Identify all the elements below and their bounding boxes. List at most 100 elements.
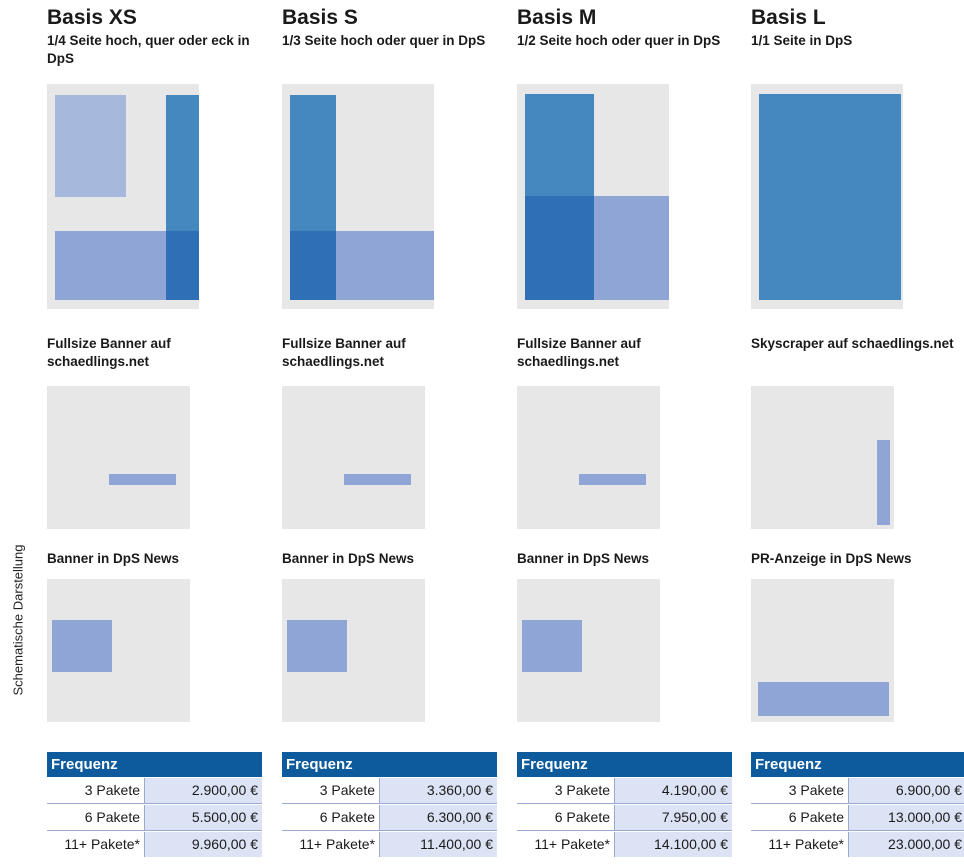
row-divider <box>517 803 732 804</box>
package-description: 1/4 Seite hoch, quer oder eck in DpS <box>47 33 250 66</box>
price-table-header: Frequenz <box>47 752 262 777</box>
news-banner-area <box>52 620 112 672</box>
price-amount: 3.360,00 € <box>380 778 497 803</box>
news-ad-label: Banner in DpS News <box>517 551 650 566</box>
price-table-header: Frequenz <box>282 752 497 777</box>
price-amount: 13.000,00 € <box>849 805 964 830</box>
price-amount: 14.100,00 € <box>615 832 732 857</box>
package-title: Basis XS <box>47 6 137 29</box>
price-amount: 2.900,00 € <box>145 778 262 803</box>
newsletter-diagram <box>282 579 425 722</box>
web-ad-label: Fullsize Banner auf schaedlings.net <box>47 336 171 369</box>
price-table-header: Frequenz <box>517 752 732 777</box>
print-layout-diagram <box>751 84 903 309</box>
fullsize-banner-area <box>579 474 646 485</box>
website-diagram <box>282 386 425 529</box>
price-row: 6 Pakete 6.300,00 € <box>282 805 497 830</box>
price-row: 6 Pakete 13.000,00 € <box>751 805 964 830</box>
price-qty: 11+ Pakete* <box>282 832 380 857</box>
row-divider <box>47 803 262 804</box>
package-title: Basis M <box>517 6 597 29</box>
package-description: 1/2 Seite hoch oder quer in DpS <box>517 33 721 48</box>
row-divider <box>751 803 964 804</box>
website-diagram <box>47 386 190 529</box>
price-amount: 11.400,00 € <box>380 832 497 857</box>
half-page-vertical-area <box>525 94 594 196</box>
price-qty: 6 Pakete <box>282 805 380 830</box>
newsletter-diagram <box>517 579 660 722</box>
news-ad-label: Banner in DpS News <box>47 551 180 566</box>
price-qty: 11+ Pakete* <box>751 832 849 857</box>
row-divider <box>282 830 497 831</box>
third-page-vertical-area <box>290 95 336 231</box>
price-row: 3 Pakete 3.360,00 € <box>282 778 497 803</box>
print-layout-diagram <box>282 84 434 309</box>
row-divider <box>47 830 262 831</box>
price-qty: 6 Pakete <box>517 805 615 830</box>
package-description: 1/1 Seite in DpS <box>751 33 853 48</box>
price-qty: 11+ Pakete* <box>47 832 145 857</box>
price-table-header: Frequenz <box>751 752 964 777</box>
price-row: 3 Pakete 6.900,00 € <box>751 778 964 803</box>
price-amount: 6.300,00 € <box>380 805 497 830</box>
website-diagram <box>517 386 660 529</box>
price-qty: 3 Pakete <box>282 778 380 803</box>
website-diagram <box>751 386 894 529</box>
row-divider <box>517 830 732 831</box>
price-row: 11+ Pakete* 23.000,00 € <box>751 832 964 857</box>
price-row: 3 Pakete 4.190,00 € <box>517 778 732 803</box>
price-table: Frequenz 3 Pakete 2.900,00 € 6 Pakete 5.… <box>47 752 262 857</box>
price-qty: 11+ Pakete* <box>517 832 615 857</box>
web-ad-label: Skyscraper auf schaedlings.net <box>751 336 954 351</box>
fullsize-banner-area <box>344 474 411 485</box>
price-row: 11+ Pakete* 14.100,00 € <box>517 832 732 857</box>
web-ad-label: Fullsize Banner auf schaedlings.net <box>282 336 406 369</box>
price-qty: 3 Pakete <box>47 778 145 803</box>
price-row: 3 Pakete 2.900,00 € <box>47 778 262 803</box>
price-amount: 5.500,00 € <box>145 805 262 830</box>
third-page-horizontal-area <box>336 231 434 300</box>
news-ad-label: PR-Anzeige in DpS News <box>751 551 912 566</box>
print-layout-diagram <box>517 84 669 309</box>
price-amount: 6.900,00 € <box>849 778 964 803</box>
newsletter-diagram <box>751 579 894 722</box>
fullsize-banner-area <box>109 474 176 485</box>
price-amount: 7.950,00 € <box>615 805 732 830</box>
overlap-area <box>290 231 336 300</box>
news-ad-label: Banner in DpS News <box>282 551 415 566</box>
quarter-page-horizontal-area <box>55 231 166 300</box>
price-table: Frequenz 3 Pakete 3.360,00 € 6 Pakete 6.… <box>282 752 497 857</box>
half-page-horizontal-area <box>594 196 669 300</box>
price-row: 11+ Pakete* 11.400,00 € <box>282 832 497 857</box>
overlap-area <box>166 231 199 300</box>
side-label: Schematische Darstellung <box>10 544 26 696</box>
web-ad-label: Fullsize Banner auf schaedlings.net <box>517 336 641 369</box>
price-qty: 6 Pakete <box>751 805 849 830</box>
news-banner-area <box>522 620 582 672</box>
price-row: 6 Pakete 5.500,00 € <box>47 805 262 830</box>
news-banner-area <box>287 620 347 672</box>
overlap-area <box>525 196 594 300</box>
row-divider <box>751 830 964 831</box>
price-row: 6 Pakete 7.950,00 € <box>517 805 732 830</box>
price-table: Frequenz 3 Pakete 6.900,00 € 6 Pakete 13… <box>751 752 964 857</box>
package-title: Basis L <box>751 6 826 29</box>
pr-ad-area <box>758 682 889 716</box>
newsletter-diagram <box>47 579 190 722</box>
price-qty: 6 Pakete <box>47 805 145 830</box>
skyscraper-area <box>877 440 890 525</box>
price-row: 11+ Pakete* 9.960,00 € <box>47 832 262 857</box>
print-layout-diagram <box>47 84 199 309</box>
price-amount: 23.000,00 € <box>849 832 964 857</box>
quarter-page-column-area <box>166 95 199 231</box>
quarter-page-vertical-area <box>55 95 126 197</box>
price-amount: 9.960,00 € <box>145 832 262 857</box>
price-qty: 3 Pakete <box>751 778 849 803</box>
price-amount: 4.190,00 € <box>615 778 732 803</box>
row-divider <box>282 803 497 804</box>
package-title: Basis S <box>282 6 358 29</box>
price-qty: 3 Pakete <box>517 778 615 803</box>
full-page-area <box>759 94 901 300</box>
price-table: Frequenz 3 Pakete 4.190,00 € 6 Pakete 7.… <box>517 752 732 857</box>
package-description: 1/3 Seite hoch oder quer in DpS <box>282 33 486 48</box>
